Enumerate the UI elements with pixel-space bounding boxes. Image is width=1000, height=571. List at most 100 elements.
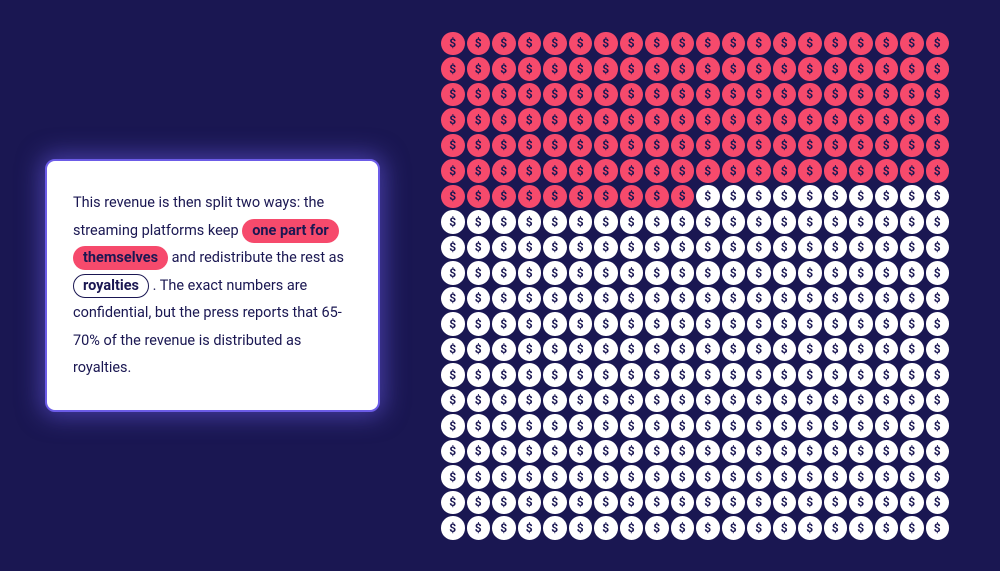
coin-unit: $ <box>518 312 542 336</box>
coin-unit: $ <box>696 312 720 336</box>
coin-unit: $ <box>849 440 873 464</box>
coin-unit: $ <box>824 312 848 336</box>
highlight-platform-share: themselves <box>73 246 168 270</box>
coin-unit: $ <box>569 159 593 183</box>
coin-unit: $ <box>569 389 593 413</box>
coin-unit: $ <box>543 210 567 234</box>
coin-unit: $ <box>824 83 848 107</box>
coin-unit: $ <box>645 414 669 438</box>
coin-unit: $ <box>492 185 516 209</box>
coin-unit: $ <box>671 287 695 311</box>
coin-unit: $ <box>747 312 771 336</box>
coin-unit: $ <box>594 57 618 81</box>
coin-unit: $ <box>900 108 924 132</box>
coin-unit: $ <box>926 83 950 107</box>
coin-unit: $ <box>594 389 618 413</box>
coin-unit: $ <box>696 32 720 56</box>
coin-unit: $ <box>875 261 899 285</box>
coin-unit: $ <box>926 338 950 362</box>
coin-unit: $ <box>900 287 924 311</box>
coin-unit: $ <box>671 108 695 132</box>
coin-unit: $ <box>900 83 924 107</box>
coin-unit: $ <box>492 57 516 81</box>
coin-unit: $ <box>543 134 567 158</box>
coin-unit: $ <box>747 261 771 285</box>
coin-unit: $ <box>722 32 746 56</box>
coin-unit: $ <box>849 83 873 107</box>
coin-unit: $ <box>620 312 644 336</box>
highlight-platform-share: one part for <box>242 219 339 243</box>
coin-unit: $ <box>900 261 924 285</box>
coin-unit: $ <box>645 389 669 413</box>
coin-unit: $ <box>798 159 822 183</box>
coin-unit: $ <box>773 312 797 336</box>
coin-unit: $ <box>620 185 644 209</box>
coin-unit: $ <box>594 108 618 132</box>
coin-unit: $ <box>671 491 695 515</box>
coin-unit: $ <box>900 134 924 158</box>
coin-unit: $ <box>747 134 771 158</box>
coin-unit: $ <box>467 338 491 362</box>
coin-unit: $ <box>849 363 873 387</box>
coin-unit: $ <box>543 57 567 81</box>
coin-unit: $ <box>747 491 771 515</box>
coin-unit: $ <box>849 108 873 132</box>
coin-unit: $ <box>722 83 746 107</box>
coin-unit: $ <box>467 236 491 260</box>
coin-unit: $ <box>900 491 924 515</box>
coin-unit: $ <box>645 236 669 260</box>
coin-unit: $ <box>696 108 720 132</box>
coin-unit: $ <box>645 287 669 311</box>
coin-unit: $ <box>849 210 873 234</box>
coin-unit: $ <box>441 440 465 464</box>
coin-unit: $ <box>900 465 924 489</box>
coin-unit: $ <box>467 32 491 56</box>
coin-unit: $ <box>926 389 950 413</box>
coin-unit: $ <box>875 363 899 387</box>
coin-unit: $ <box>722 108 746 132</box>
coin-unit: $ <box>926 159 950 183</box>
coin-unit: $ <box>441 159 465 183</box>
coin-unit: $ <box>543 312 567 336</box>
coin-unit: $ <box>849 185 873 209</box>
coin-unit: $ <box>900 338 924 362</box>
coin-unit: $ <box>824 210 848 234</box>
coin-unit: $ <box>926 108 950 132</box>
coin-unit: $ <box>696 389 720 413</box>
coin-unit: $ <box>569 108 593 132</box>
coin-unit: $ <box>824 363 848 387</box>
coin-unit: $ <box>594 236 618 260</box>
coin-unit: $ <box>594 516 618 540</box>
coin-unit: $ <box>696 261 720 285</box>
coin-unit: $ <box>747 363 771 387</box>
coin-unit: $ <box>747 414 771 438</box>
coin-unit: $ <box>518 236 542 260</box>
coin-unit: $ <box>875 134 899 158</box>
coin-unit: $ <box>569 363 593 387</box>
coin-unit: $ <box>696 440 720 464</box>
coin-unit: $ <box>671 465 695 489</box>
coin-unit: $ <box>543 363 567 387</box>
coin-unit: $ <box>722 465 746 489</box>
coin-unit: $ <box>747 389 771 413</box>
coin-unit: $ <box>926 491 950 515</box>
coin-unit: $ <box>849 414 873 438</box>
coin-unit: $ <box>900 414 924 438</box>
coin-unit: $ <box>569 57 593 81</box>
coin-unit: $ <box>798 108 822 132</box>
coin-unit: $ <box>875 414 899 438</box>
coin-unit: $ <box>722 440 746 464</box>
coin-unit: $ <box>900 312 924 336</box>
coin-unit: $ <box>671 338 695 362</box>
coin-unit: $ <box>645 491 669 515</box>
coin-unit: $ <box>798 32 822 56</box>
coin-unit: $ <box>594 210 618 234</box>
coin-unit: $ <box>671 159 695 183</box>
coin-unit: $ <box>518 83 542 107</box>
coin-unit: $ <box>773 287 797 311</box>
coin-unit: $ <box>492 338 516 362</box>
coin-unit: $ <box>773 57 797 81</box>
coin-unit: $ <box>492 108 516 132</box>
coin-unit: $ <box>824 32 848 56</box>
coin-unit: $ <box>798 363 822 387</box>
